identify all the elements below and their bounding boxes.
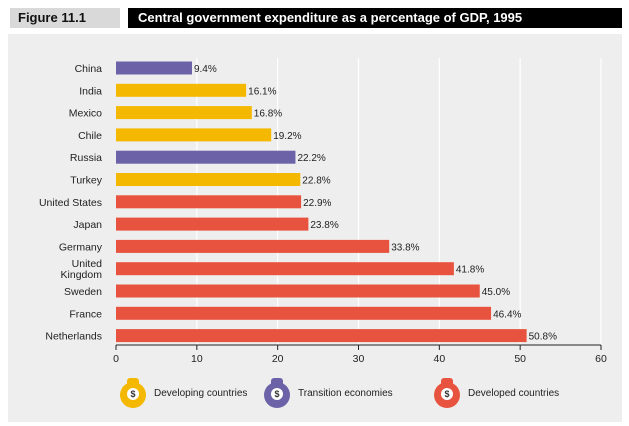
legend-item-developed: $ Developed countries — [432, 376, 559, 410]
value-label: 22.8% — [302, 176, 330, 187]
value-label: 23.8% — [310, 220, 338, 231]
bar — [116, 262, 454, 276]
chart-title: Central government expenditure as a perc… — [128, 8, 622, 28]
category-label: Russia — [70, 152, 102, 164]
bar — [116, 61, 192, 75]
category-label: Germany — [59, 241, 103, 253]
money-bag-icon: $ — [118, 378, 148, 408]
figure-label: Figure 11.1 — [10, 8, 120, 28]
legend-label-developing: Developing countries — [154, 387, 248, 399]
legend-label-transition: Transition economies — [298, 387, 393, 399]
bar — [116, 329, 527, 343]
bar — [116, 83, 247, 97]
x-tick-label: 30 — [353, 353, 365, 365]
x-tick-label: 10 — [191, 353, 203, 365]
category-label: Mexico — [69, 108, 102, 120]
value-label: 45.0% — [482, 287, 510, 298]
money-bag-icon: $ — [432, 378, 462, 408]
category-label: Turkey — [70, 175, 102, 187]
value-label: 9.4% — [194, 64, 217, 75]
value-label: 41.8% — [456, 265, 484, 276]
category-label: India — [79, 85, 102, 97]
category-label: United Kingdom — [61, 258, 103, 281]
value-label: 16.8% — [254, 109, 282, 120]
category-label: United States — [39, 197, 102, 209]
bar — [116, 150, 296, 164]
value-label: 16.1% — [248, 86, 276, 97]
category-label: France — [69, 308, 102, 320]
bar — [116, 106, 252, 120]
bar — [116, 217, 309, 231]
value-label: 22.9% — [303, 198, 331, 209]
value-label: 22.2% — [297, 153, 325, 164]
value-label: 50.8% — [529, 332, 557, 343]
bar — [116, 306, 492, 320]
x-tick-label: 0 — [113, 353, 119, 365]
money-bag-icon: $ — [262, 378, 292, 408]
category-label: China — [75, 63, 103, 75]
category-label: Sweden — [64, 286, 102, 298]
x-tick-label: 40 — [433, 353, 445, 365]
value-label: 19.2% — [273, 131, 301, 142]
bar — [116, 284, 480, 298]
category-label: Chile — [78, 130, 102, 142]
legend-label-developed: Developed countries — [468, 387, 560, 399]
legend-item-developing: $ Developing countries — [118, 376, 247, 410]
x-tick-label: 60 — [595, 353, 607, 365]
bar — [116, 195, 302, 209]
legend-item-transition: $ Transition economies — [262, 376, 393, 410]
category-label: Netherlands — [45, 331, 102, 343]
value-label: 33.8% — [391, 242, 419, 253]
x-tick-label: 50 — [514, 353, 526, 365]
value-label: 46.4% — [493, 309, 521, 320]
bar — [116, 239, 390, 253]
bar — [116, 128, 272, 142]
bar — [116, 173, 301, 186]
x-tick-label: 20 — [272, 353, 284, 365]
category-label: Japan — [73, 219, 102, 231]
